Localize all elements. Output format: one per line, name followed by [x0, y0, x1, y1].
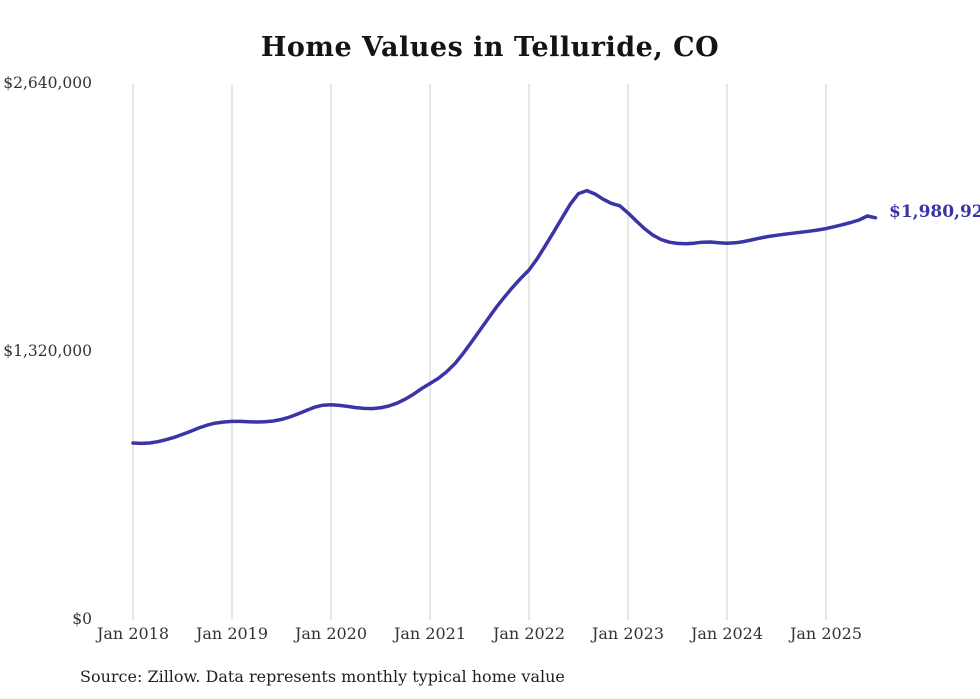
y-axis-label: $1,320,000: [3, 342, 92, 360]
x-axis-label: Jan 2020: [294, 624, 368, 643]
x-axis-label: Jan 2019: [195, 624, 269, 643]
home-value-line: [131, 188, 878, 446]
chart-title: Home Values in Telluride, CO: [260, 32, 720, 63]
y-axis-label: $2,640,000: [3, 74, 92, 92]
x-axis-label: Jan 2022: [492, 624, 566, 643]
latest-value-label: $1,980,922: [889, 202, 980, 222]
source-note: Source: Zillow. Data represents monthly …: [80, 667, 565, 686]
gridlines: [132, 84, 827, 620]
x-axis-label: Jan 2024: [690, 624, 764, 643]
x-axis-label: Jan 2018: [96, 624, 170, 643]
x-axis-label: Jan 2021: [393, 624, 467, 643]
y-axis-label: $0: [72, 610, 92, 628]
x-axis-label: Jan 2025: [789, 624, 863, 643]
x-axis-label: Jan 2023: [591, 624, 665, 643]
